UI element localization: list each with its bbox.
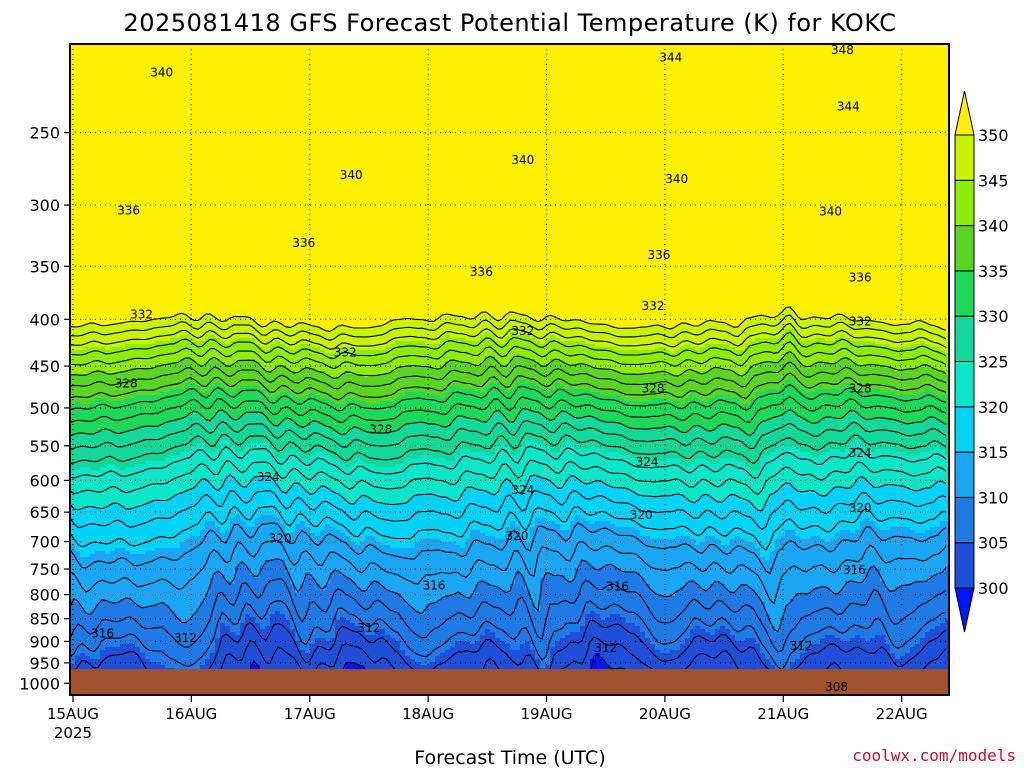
colorbar-bin	[955, 452, 974, 497]
y-tick-label: 650	[29, 503, 60, 522]
contour-label: 340	[511, 153, 534, 167]
contour-label: 320	[269, 532, 292, 546]
contour-label: 332	[849, 314, 872, 328]
contour-label: 332	[334, 346, 357, 360]
x-tick-label: 15AUG	[47, 705, 99, 723]
colorbar-bin	[955, 362, 974, 407]
contour-label: 316	[843, 563, 866, 577]
colorbar-bin	[955, 407, 974, 452]
contour-label: 344	[837, 99, 860, 113]
y-tick-label: 250	[29, 124, 60, 143]
contour-label: 324	[511, 483, 534, 497]
y-axis: 250 300 350 400 450 500 550 600 650 700 750 800 850 9…	[19, 124, 70, 694]
contour-label: 312	[594, 641, 617, 655]
x-tick-label: 16AUG	[165, 705, 217, 723]
contour-label: 336	[648, 248, 671, 262]
colorbar-tick-label: 315	[978, 443, 1009, 462]
x-tick-label: 18AUG	[402, 705, 454, 723]
y-tick-label: 750	[29, 560, 60, 579]
contour-label: 324	[849, 446, 872, 460]
colorbar: 300 305 310 315 320 325 330 335 340 345 350	[955, 91, 1009, 632]
colorbar-tick-label: 320	[978, 398, 1009, 417]
credit-text: coolwx.com/models	[852, 746, 1016, 765]
colorbar-bin	[955, 543, 974, 588]
colorbar-bin	[955, 226, 974, 271]
y-tick-label: 850	[29, 610, 60, 629]
contour-label: 336	[470, 265, 493, 279]
y-tick-label: 550	[29, 437, 60, 456]
contour-label: 332	[130, 307, 153, 321]
ground-fill	[70, 669, 949, 695]
contour-label: 328	[849, 381, 872, 395]
chart-title: 2025081418 GFS Forecast Potential Temper…	[124, 9, 897, 37]
y-tick-label: 350	[29, 257, 60, 276]
contour-label: 328	[115, 376, 138, 390]
y-tick-label: 500	[29, 399, 60, 418]
contour-label: 316	[91, 626, 114, 640]
y-tick-label: 700	[29, 533, 60, 552]
contour-label: 344	[659, 51, 682, 65]
contour-label: 324	[636, 455, 659, 469]
colorbar-tick-label: 340	[978, 217, 1009, 236]
colorbar-bin	[955, 271, 974, 316]
contour-label: 328	[642, 381, 665, 395]
isotherm-300	[534, 696, 538, 698]
colorbar-top-arrow	[955, 91, 974, 135]
x-tick-label: 21AUG	[757, 705, 809, 723]
contour-label: 332	[642, 299, 665, 313]
x-subtick-label: 2025	[54, 724, 92, 742]
contour-label: 340	[150, 66, 173, 80]
contour-label: 312	[790, 639, 813, 653]
colorbar-tick-label: 310	[978, 488, 1009, 507]
y-tick-label: 600	[29, 471, 60, 490]
colorbar-bin	[955, 497, 974, 542]
colorbar-tick-label: 300	[978, 579, 1009, 598]
contour-label: 332	[511, 324, 534, 338]
colorbar-tick-label: 345	[978, 171, 1009, 190]
x-axis: 15AUG 16AUG 17AUG 18AUG 19AUG 20AUG 21AUG 22AUG…	[47, 695, 928, 742]
y-tick-label: 900	[29, 632, 60, 651]
contour-label: 340	[819, 205, 842, 219]
colorbar-bin	[955, 316, 974, 361]
contour-label: 312	[174, 631, 197, 645]
colorbar-tick-label: 305	[978, 534, 1009, 553]
x-tick-label: 19AUG	[521, 705, 573, 723]
y-tick-label: 400	[29, 310, 60, 329]
x-axis-label: Forecast Time (UTC)	[414, 747, 605, 768]
contour-label: 336	[117, 203, 140, 217]
colorbar-tick-label: 330	[978, 307, 1009, 326]
contour-label: 336	[292, 236, 315, 250]
contour-label: 308	[825, 680, 848, 694]
contour-label: 324	[257, 470, 280, 484]
y-tick-label: 950	[29, 654, 60, 673]
contour-label: 312	[357, 621, 380, 635]
contour-label: 316	[423, 579, 446, 593]
contour-label: 336	[849, 270, 872, 284]
color-fill-layer	[70, 44, 951, 696]
contour-label: 316	[606, 580, 629, 594]
colorbar-bin	[955, 135, 974, 180]
x-tick-label: 17AUG	[284, 705, 336, 723]
contour-label: 320	[630, 508, 653, 522]
contour-label: 328	[369, 423, 392, 437]
y-tick-label: 450	[29, 357, 60, 376]
y-tick-label: 1000	[19, 674, 60, 693]
x-tick-label: 20AUG	[639, 705, 691, 723]
contour-label: 320	[849, 501, 872, 515]
x-tick-label: 22AUG	[876, 705, 928, 723]
colorbar-tick-label: 335	[978, 262, 1009, 281]
colorbar-tick-label: 325	[978, 353, 1009, 372]
contour-label: 340	[340, 168, 363, 182]
contour-label: 348	[831, 43, 854, 57]
ground-layer	[70, 669, 949, 695]
contour-label: 320	[505, 529, 528, 543]
y-tick-label: 800	[29, 586, 60, 605]
contour-label: 340	[665, 172, 688, 186]
y-tick-label: 300	[29, 196, 60, 215]
colorbar-tick-label: 350	[978, 126, 1009, 145]
colorbar-bottom-arrow	[955, 588, 974, 632]
colorbar-bin	[955, 180, 974, 225]
